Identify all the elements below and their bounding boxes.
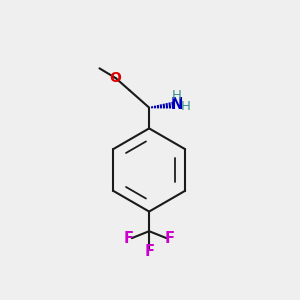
Text: H: H: [172, 88, 181, 102]
Text: H: H: [181, 100, 191, 113]
Text: F: F: [124, 231, 134, 246]
Text: N: N: [170, 97, 183, 112]
Text: F: F: [144, 244, 154, 259]
Text: F: F: [164, 231, 175, 246]
Text: O: O: [110, 71, 122, 85]
